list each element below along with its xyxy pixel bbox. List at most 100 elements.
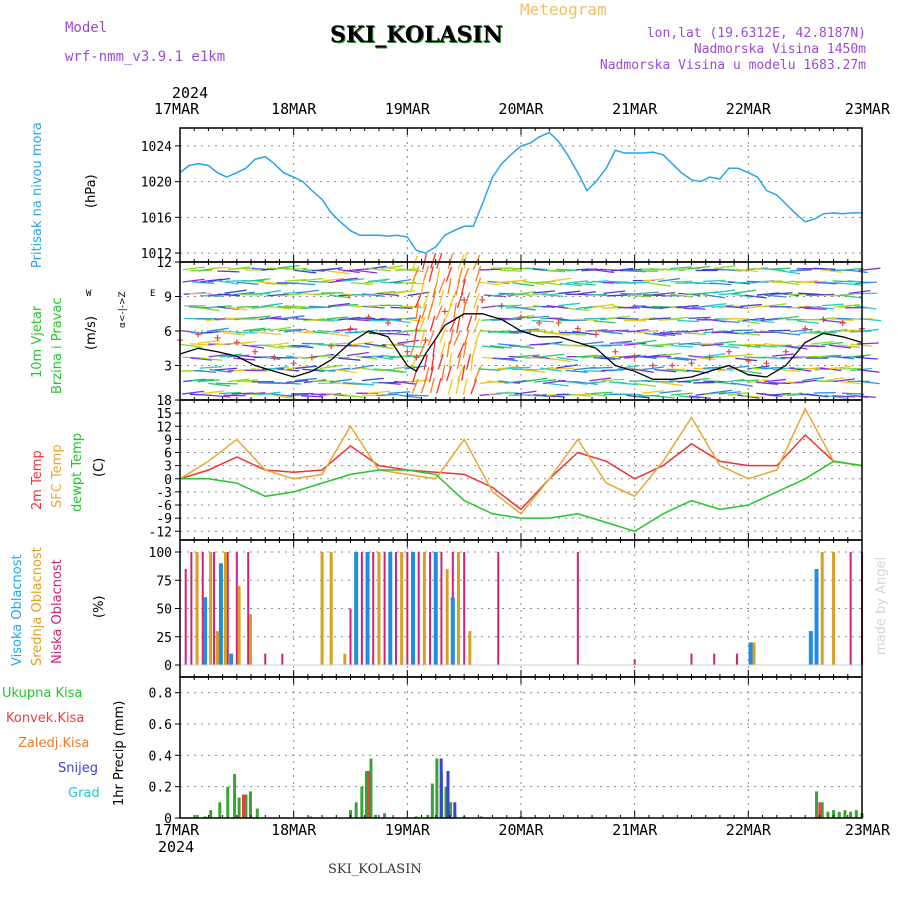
wind-barb — [590, 366, 613, 369]
wind-barb — [736, 268, 759, 273]
gust-mark — [441, 308, 448, 315]
wind-barb — [839, 367, 862, 370]
wind-barb — [659, 390, 682, 394]
wind-barb — [533, 290, 556, 294]
wind-barb — [518, 354, 541, 358]
wind-barb — [839, 329, 862, 332]
wind-barb — [584, 392, 607, 397]
precip-tick-label: 0 — [164, 812, 172, 827]
wind-barb — [277, 368, 300, 372]
wind-barb — [556, 356, 579, 362]
wind-barb — [422, 265, 430, 282]
wind-barb — [593, 356, 616, 360]
temp-grid — [180, 400, 862, 540]
precip-bar — [349, 810, 352, 818]
precip-bar — [248, 791, 252, 818]
gust-mark — [347, 325, 354, 332]
wind-barb — [209, 266, 232, 269]
wind-barb — [821, 303, 844, 307]
wind-barb — [513, 306, 536, 311]
wind-barb — [418, 340, 427, 357]
wind-barb — [832, 395, 855, 398]
wind-barb — [778, 332, 801, 336]
precip-bar — [364, 771, 368, 818]
credit-text: made by Angel — [874, 556, 889, 655]
wind-barb — [447, 277, 452, 294]
dewpt-label: dewpt Temp — [70, 432, 85, 512]
precip-total-label: Ukupna Kisa — [2, 686, 83, 701]
wind-barb — [606, 329, 629, 332]
wind-barb — [727, 391, 750, 396]
wind-barb — [525, 377, 548, 383]
wind-barb — [266, 342, 289, 347]
wind-barb — [415, 315, 422, 331]
wind-barb — [592, 303, 615, 309]
wind-barb — [600, 330, 623, 335]
wind-barb — [368, 332, 391, 335]
wind-barb — [402, 305, 425, 309]
gust-mark — [195, 331, 202, 338]
wind-barb — [317, 343, 340, 347]
wind-barb — [644, 332, 667, 337]
pressure-tick-label: 1020 — [141, 176, 172, 191]
wind-barb — [611, 267, 634, 272]
wind-barb — [462, 378, 468, 395]
wind-barb — [688, 316, 711, 320]
wind-barb — [390, 306, 413, 309]
wind-barb — [461, 364, 466, 381]
cloud-bar — [406, 552, 409, 665]
wind-barb — [659, 352, 682, 357]
gust-mark — [631, 354, 638, 361]
cloud-bar — [329, 552, 333, 665]
gust-mark — [328, 342, 335, 349]
cloud-bar — [422, 552, 426, 665]
wind-barb — [401, 318, 424, 323]
wind-barb — [811, 306, 834, 310]
wind-barb — [608, 294, 631, 297]
wind-barb — [811, 341, 834, 345]
cloud-bar — [713, 653, 716, 665]
gust-mark — [782, 348, 789, 355]
wind-barb — [453, 330, 461, 346]
cloud-tick-label: 100 — [149, 546, 172, 561]
wind-barb — [322, 277, 345, 282]
date-label-bottom: 20MAR — [498, 821, 544, 839]
wind-barb — [421, 303, 428, 320]
cloud-bar — [237, 585, 241, 665]
cloud-bar — [372, 552, 375, 665]
wind-barb — [687, 377, 710, 382]
wind-barb — [514, 390, 537, 395]
wind-barb — [478, 281, 501, 286]
wind-barb — [367, 390, 390, 394]
wind-barb — [300, 395, 324, 398]
wind-barb — [540, 367, 563, 372]
wind-barb — [423, 354, 428, 371]
gust-mark — [649, 362, 656, 369]
wind-barb — [691, 328, 714, 333]
wind-barb — [327, 270, 350, 275]
wind-barb — [812, 293, 835, 296]
wind-barb — [559, 282, 582, 287]
precip-bar — [815, 791, 819, 818]
wind-barb — [598, 355, 621, 360]
temp-series-line — [180, 460, 863, 533]
wind-barb — [188, 306, 211, 309]
wind-barb — [744, 343, 767, 346]
wind-barb — [189, 393, 212, 397]
model-name: wrf-nmm_v3.9.1 e1km — [65, 49, 226, 65]
wind-barb — [279, 328, 302, 332]
wind-barb — [688, 265, 711, 270]
wind-barb — [704, 391, 727, 396]
date-label-bottom: 23MAR — [845, 821, 891, 839]
wind-barb — [248, 328, 271, 333]
cloud-bar — [814, 568, 819, 665]
precip-bar — [826, 811, 830, 818]
wind-barb — [819, 269, 842, 273]
cloud-bar — [440, 552, 443, 665]
wind-barb — [718, 292, 741, 296]
precip-bar — [218, 802, 222, 818]
wind-barb — [583, 370, 606, 373]
wind-barb — [438, 289, 445, 306]
wind-barb — [269, 326, 292, 332]
precip-graupel-label: Grad — [68, 786, 100, 801]
